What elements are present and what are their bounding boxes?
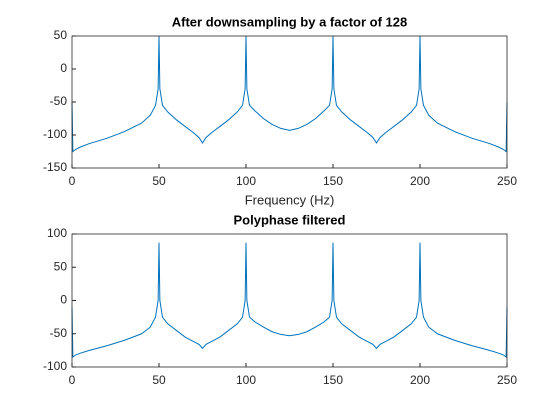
x-tick-label: 0: [69, 373, 76, 387]
x-tick-label: 250: [497, 373, 517, 387]
y-tick-label: 50: [54, 259, 68, 273]
y-tick-label: -50: [50, 94, 68, 108]
x-tick-label: 100: [236, 174, 256, 188]
x-tick-label: 150: [323, 174, 343, 188]
chart-title: After downsampling by a factor of 128: [172, 14, 408, 29]
y-tick-label: -100: [43, 359, 67, 373]
y-tick-label: -150: [43, 160, 67, 174]
chart-title: Polyphase filtered: [234, 212, 346, 227]
x-tick-label: 100: [236, 373, 256, 387]
data-line: [71, 242, 508, 359]
x-tick-label: 250: [497, 174, 517, 188]
data-line: [71, 35, 508, 153]
x-tick-label: 200: [410, 373, 430, 387]
x-tick-label: 50: [152, 373, 166, 387]
y-tick-label: 50: [54, 28, 68, 42]
x-tick-label: 150: [323, 373, 343, 387]
y-tick-label: -50: [50, 326, 68, 340]
x-tick-label: 0: [69, 174, 76, 188]
y-tick-label: 100: [47, 226, 67, 240]
x-axis-label: Frequency (Hz): [245, 192, 335, 207]
x-tick-label: 50: [152, 174, 166, 188]
y-tick-label: 0: [60, 61, 67, 75]
x-tick-label: 200: [410, 174, 430, 188]
y-tick-label: 0: [60, 293, 67, 307]
y-tick-label: -100: [43, 127, 67, 141]
